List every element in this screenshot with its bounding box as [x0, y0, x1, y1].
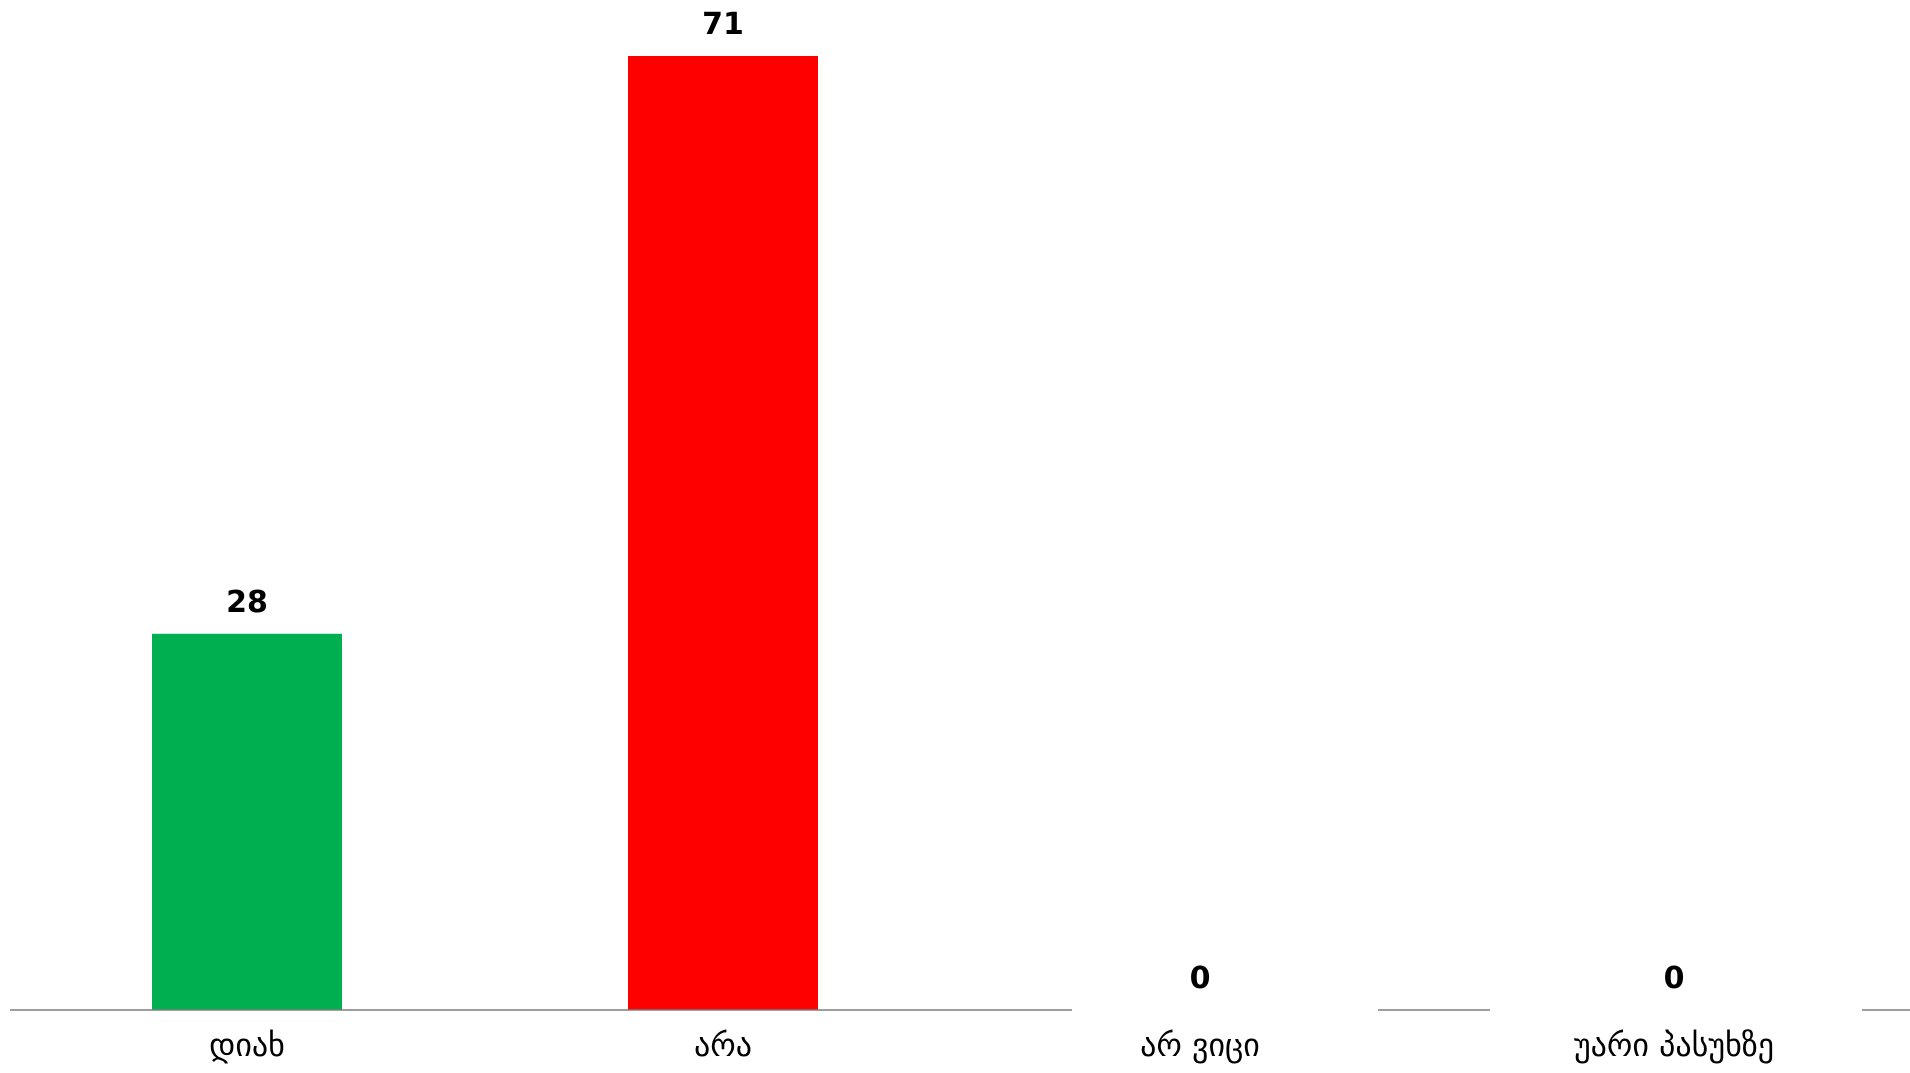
category-label-1: დიახ	[209, 1026, 285, 1064]
bars-group	[152, 56, 818, 1010]
data-label-4: 0	[1664, 961, 1685, 996]
data-label-3: 0	[1190, 961, 1211, 996]
category-label-2: არა	[694, 1026, 752, 1064]
category-labels-group: დიახ არა არ ვიცი უარი პასუხზე	[209, 1026, 1774, 1064]
data-label-1: 28	[226, 585, 268, 620]
category-label-4: უარი პასუხზე	[1574, 1026, 1774, 1064]
category-label-3: არ ვიცი	[1140, 1026, 1260, 1064]
bar-2	[628, 56, 818, 1010]
value-labels-group: 28 71 0 0	[226, 7, 1684, 996]
bar-1	[152, 633, 342, 1010]
data-label-2: 71	[702, 7, 744, 42]
